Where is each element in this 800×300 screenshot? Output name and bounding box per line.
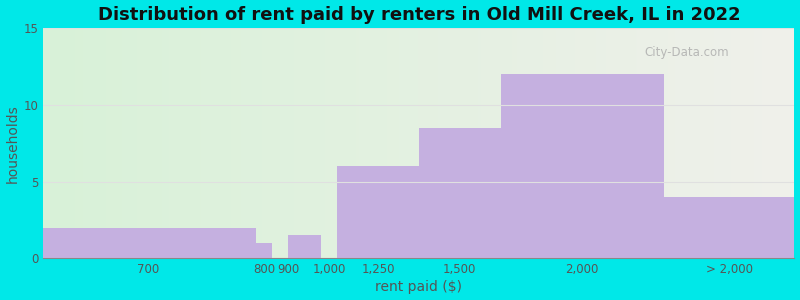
Bar [288, 236, 321, 258]
Bar [43, 228, 256, 258]
Bar [501, 74, 664, 258]
Y-axis label: households: households [6, 104, 19, 182]
X-axis label: rent paid ($): rent paid ($) [375, 280, 462, 294]
Bar [419, 128, 501, 258]
Title: Distribution of rent paid by renters in Old Mill Creek, IL in 2022: Distribution of rent paid by renters in … [98, 6, 740, 24]
Text: City-Data.com: City-Data.com [644, 46, 729, 59]
Bar [338, 166, 419, 258]
Bar [256, 243, 272, 258]
Bar [664, 197, 794, 258]
